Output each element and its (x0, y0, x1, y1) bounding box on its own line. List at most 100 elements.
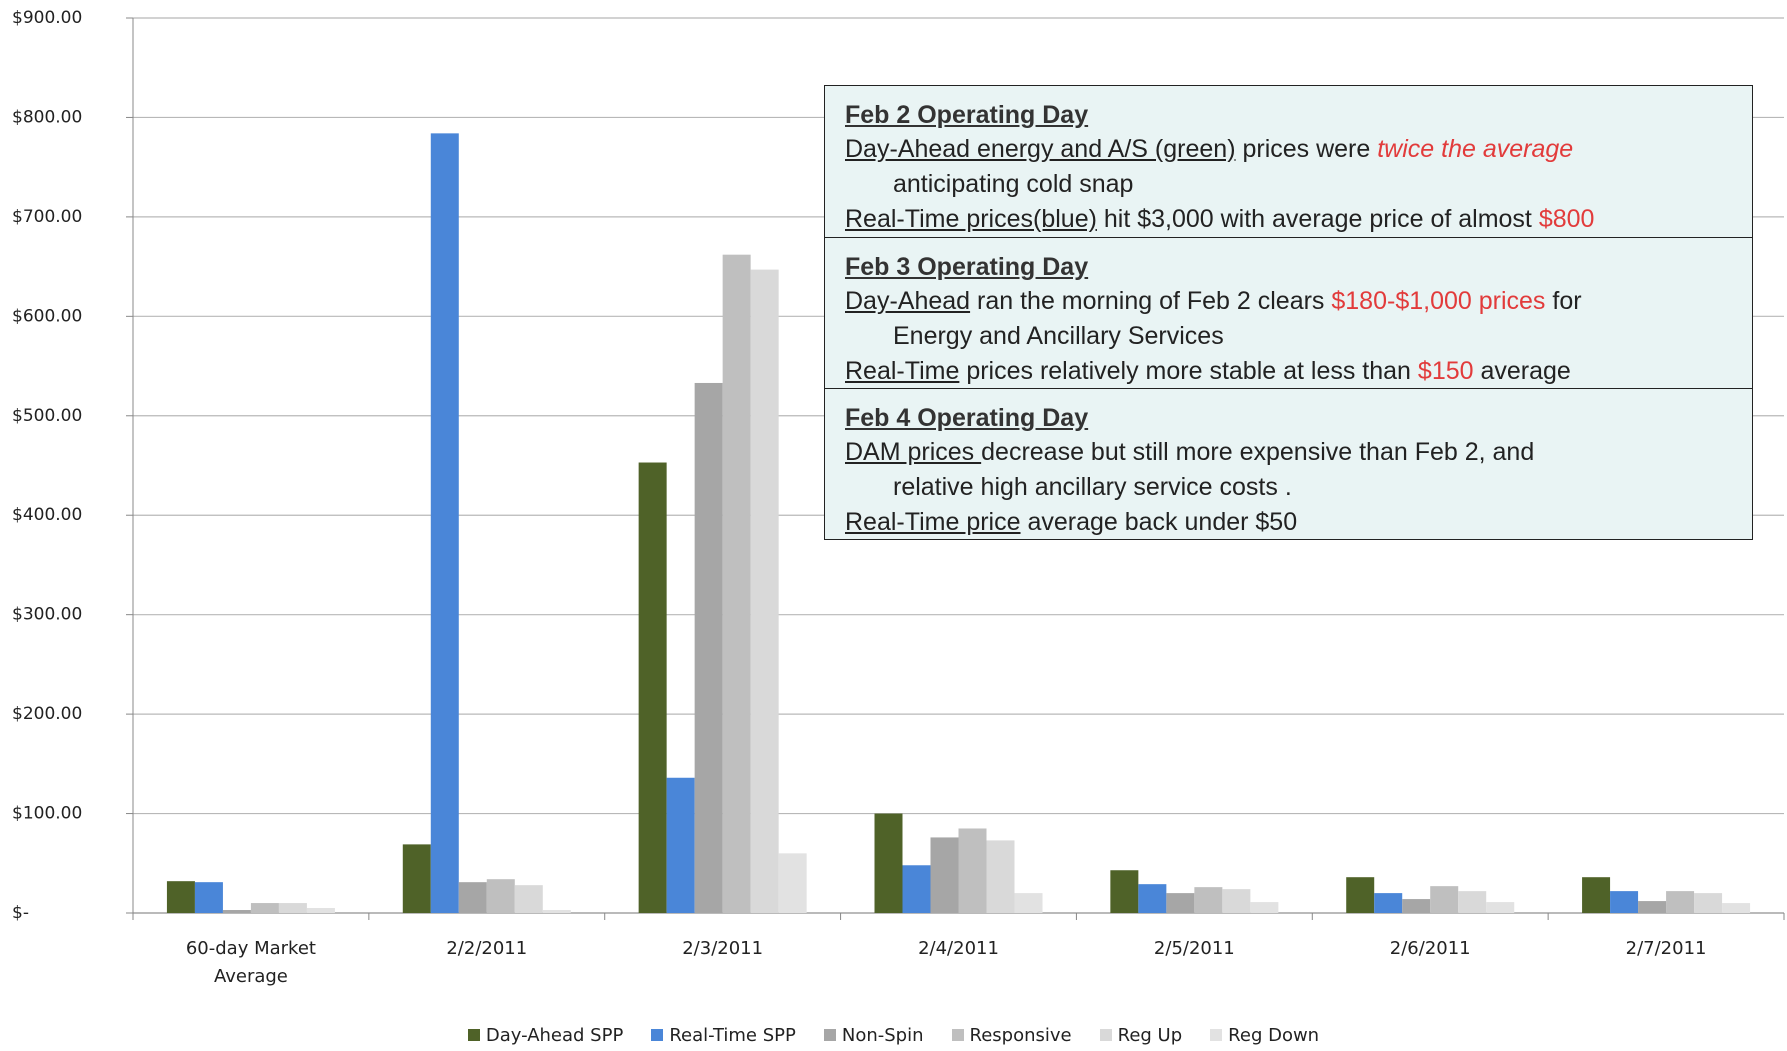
bar (930, 837, 959, 913)
annotation-text: ran the morning of Feb 2 clears (970, 287, 1332, 315)
bar (1430, 886, 1459, 913)
bar (1694, 893, 1723, 913)
bar (1138, 884, 1167, 913)
bar (430, 133, 459, 913)
bar (1666, 891, 1695, 913)
x-tick-label: 2/2/2011 (446, 938, 528, 959)
legend-item: Real-Time SPP (651, 1025, 796, 1046)
annotation-text: Energy and Ancillary Services (893, 322, 1224, 350)
annotation-text: $150 (1417, 357, 1474, 385)
annotation-text: Real-Time price (845, 508, 1021, 536)
annotation-line: relative high ancillary service costs . (845, 470, 1732, 505)
legend-item: Responsive (951, 1025, 1072, 1046)
y-tick-label: $400.00 (12, 505, 82, 525)
legend-label: Day-Ahead SPP (485, 1025, 624, 1046)
x-tick-label: 60-day Market Average (185, 938, 316, 987)
annotation-line: Day-Ahead energy and A/S (green) prices … (845, 132, 1732, 167)
annotation-text: decrease but still more expensive than F… (981, 438, 1535, 466)
annotation-text: average (1473, 357, 1571, 385)
bar (166, 881, 195, 913)
bar (1194, 887, 1223, 913)
legend-label: Reg Up (1117, 1025, 1183, 1046)
legend-swatch (1099, 1029, 1112, 1041)
legend-label: Real-Time SPP (669, 1025, 796, 1046)
annotation-section: Feb 3 Operating Day Day-Ahead ran the mor… (825, 237, 1752, 388)
annotation-line: Real-Time prices(blue) hit $3,000 with a… (845, 202, 1732, 237)
y-tick-label: $- (12, 903, 29, 923)
legend-label: Reg Down (1228, 1025, 1320, 1046)
bar (1014, 893, 1043, 913)
legend-item: Day-Ahead SPP (467, 1025, 624, 1046)
bar (514, 885, 543, 913)
bar (486, 879, 515, 913)
annotation-text: Real-Time (845, 357, 960, 385)
bar (1402, 899, 1431, 913)
y-tick-label: $900.00 (12, 8, 82, 28)
legend-item: Reg Up (1099, 1025, 1183, 1046)
bar (278, 903, 307, 913)
annotation-line: Energy and Ancillary Services (845, 319, 1732, 354)
legend-label: Responsive (969, 1025, 1072, 1046)
annotation-section: Feb 4 Operating Day DAM prices decrease b… (825, 388, 1752, 539)
bar (194, 882, 223, 913)
y-tick-label: $200.00 (12, 704, 82, 724)
annotation-heading: Feb 2 Operating Day (845, 101, 1089, 129)
legend-label: Non-Spin (841, 1025, 924, 1046)
annotation-heading: Feb 3 Operating Day (845, 253, 1089, 281)
annotation-line: DAM prices decrease but still more expen… (845, 435, 1732, 470)
annotation-text: Day-Ahead energy and A/S (green) (845, 135, 1236, 163)
bar (1110, 870, 1139, 913)
bar (1458, 891, 1487, 913)
annotation-text: prices were (1235, 135, 1378, 163)
bar (694, 382, 723, 913)
bar (222, 910, 251, 913)
x-tick-label: 2/4/2011 (918, 938, 999, 959)
annotation-text: average back under $50 (1020, 508, 1298, 536)
bar (902, 865, 931, 913)
y-tick-label: $800.00 (12, 107, 82, 127)
annotation-line: Real-Time price average back under $50 (845, 505, 1732, 540)
annotation-text: twice the average (1377, 135, 1574, 163)
annotation-heading: Feb 4 Operating Day (845, 404, 1089, 432)
x-tick-label: 2/6/2011 (1389, 938, 1471, 959)
annotation-text: Real-Time prices(blue) (845, 205, 1097, 233)
bar (1166, 893, 1195, 913)
y-tick-label: $600.00 (12, 306, 82, 326)
bar (306, 908, 335, 913)
legend-swatch (951, 1029, 964, 1041)
annotation-text: prices relatively more stable at less th… (959, 357, 1418, 385)
bar (958, 828, 987, 913)
annotation-text: anticipating cold snap (893, 170, 1134, 198)
annotation-text: hit $3,000 with average price of almost (1096, 205, 1539, 233)
bar (638, 462, 667, 913)
legend-swatch (1210, 1029, 1223, 1041)
bar (1346, 877, 1375, 913)
bar (778, 853, 807, 913)
bar (722, 254, 751, 913)
bar (1222, 889, 1251, 913)
bar (250, 903, 279, 913)
bar (666, 777, 695, 913)
legend-swatch (823, 1029, 836, 1041)
y-tick-label: $500.00 (12, 406, 82, 426)
bar (1610, 891, 1639, 913)
y-tick-label: $100.00 (12, 804, 82, 824)
bar (1250, 902, 1279, 913)
annotation-line: Real-Time prices relatively more stable … (845, 354, 1732, 389)
annotation-text: DAM prices (845, 438, 982, 466)
legend: Day-Ahead SPP Real-Time SPP Non-Spin Respon… (0, 1025, 1787, 1046)
bar (1486, 902, 1515, 913)
bar (1582, 877, 1611, 913)
legend-item: Reg Down (1210, 1025, 1319, 1046)
x-tick-label: 2/5/2011 (1153, 938, 1235, 959)
annotation-text: for (1545, 287, 1582, 315)
bar (402, 844, 431, 913)
annotation-text: $800 (1538, 205, 1595, 233)
annotation-text: Day-Ahead (845, 287, 971, 315)
bar (542, 910, 571, 913)
bar (1374, 893, 1403, 913)
y-tick-label: $700.00 (12, 207, 82, 227)
legend-item: Non-Spin (823, 1025, 924, 1046)
annotation-line: anticipating cold snap (845, 167, 1732, 202)
